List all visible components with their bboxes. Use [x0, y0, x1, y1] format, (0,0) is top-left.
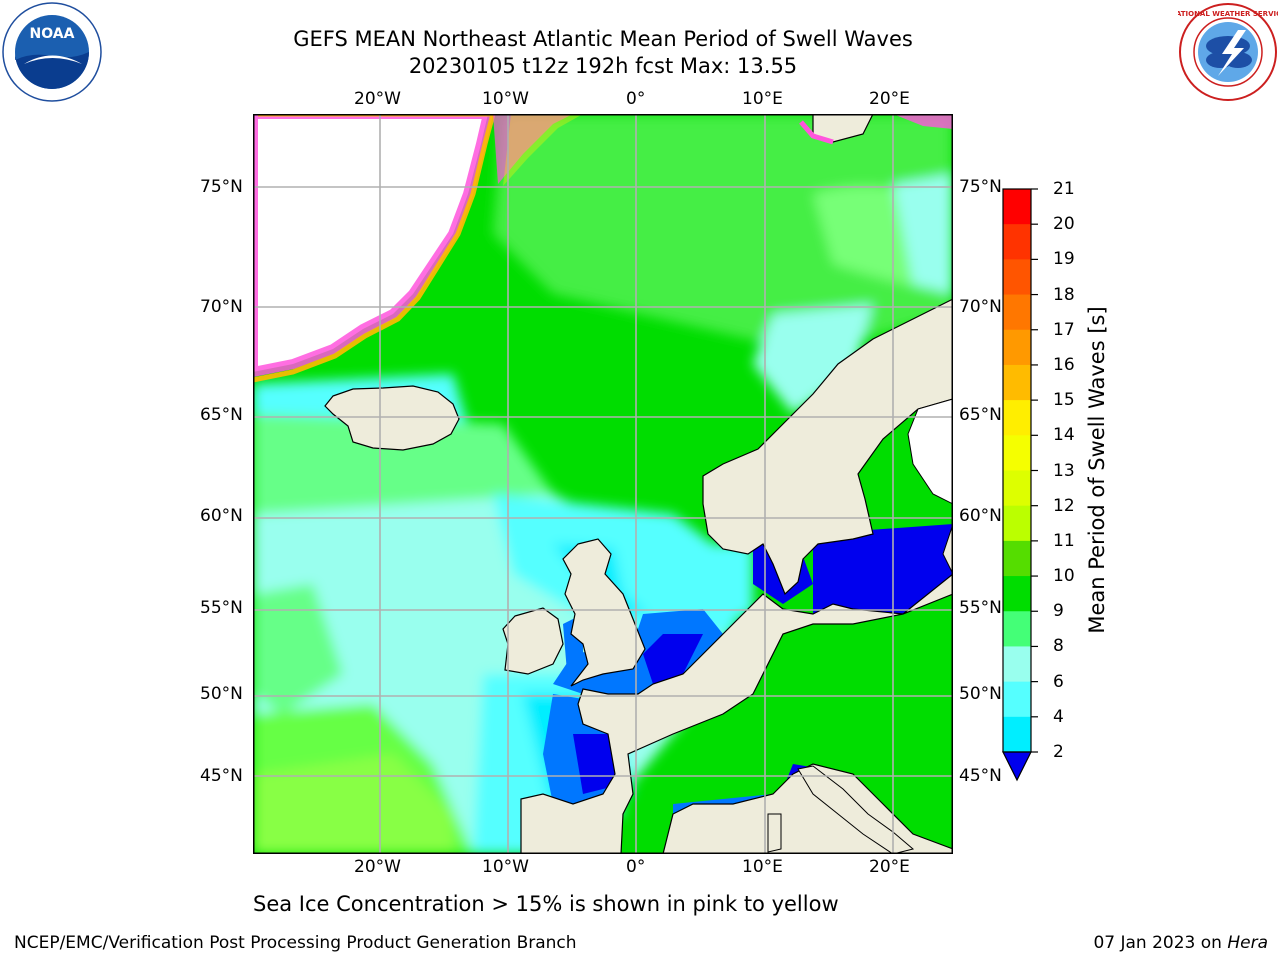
colorbar-tick-label: 9	[1053, 601, 1064, 622]
lat-label-right: 75°N	[959, 177, 1002, 197]
colorbar-tick-label: 4	[1053, 706, 1064, 727]
graticule	[253, 114, 953, 854]
lon-label-top: 10°W	[482, 89, 529, 109]
lat-label-right: 60°N	[959, 506, 1002, 526]
colorbar-tick-label: 6	[1053, 671, 1064, 692]
colorbar-box	[1003, 329, 1031, 366]
chart-subtitle: 20230105 t12z 192h fcst Max: 13.55	[408, 54, 798, 78]
lon-label-bottom: 10°W	[482, 857, 529, 877]
colorbar-box	[1003, 435, 1031, 471]
colorbar-box	[1003, 364, 1031, 401]
lat-label-left: 60°N	[200, 506, 243, 526]
lat-label-left: 50°N	[200, 684, 243, 704]
lon-label-bottom: 20°E	[869, 857, 910, 877]
colorbar	[1002, 188, 1038, 782]
sea-ice-note: Sea Ice Concentration > 15% is shown in …	[253, 892, 839, 916]
lat-label-right: 45°N	[959, 766, 1002, 786]
colorbar-box	[1003, 294, 1031, 331]
lat-label-right: 65°N	[959, 405, 1002, 425]
colorbar-tick-label: 18	[1053, 284, 1075, 305]
colorbar-box	[1003, 259, 1031, 296]
lat-label-right: 55°N	[959, 598, 1002, 618]
lon-label-top: 20°W	[354, 89, 401, 109]
colorbar-tick-label: 12	[1053, 495, 1075, 516]
iceland-land	[324, 385, 460, 451]
footer-host: Hera	[1227, 933, 1268, 953]
lat-label-left: 55°N	[200, 598, 243, 618]
sea-ice-edge	[253, 114, 494, 378]
lon-label-bottom: 20°W	[354, 857, 401, 877]
lon-label-top: 20°E	[869, 89, 910, 109]
colorbar-box	[1003, 505, 1031, 542]
map-frame	[253, 114, 953, 854]
colorbar-box	[1003, 400, 1031, 436]
colorbar-box	[1003, 470, 1031, 507]
colorbar-tick-label: 17	[1053, 319, 1075, 340]
colorbar-box	[1003, 224, 1031, 260]
lon-label-top: 10°E	[742, 89, 783, 109]
map-area	[253, 114, 953, 854]
colorbar-tick-label: 19	[1053, 249, 1075, 270]
colorbar-tick-label: 21	[1053, 179, 1075, 199]
ireland-land	[502, 607, 564, 675]
chart-title: GEFS MEAN Northeast Atlantic Mean Period…	[293, 27, 913, 51]
colorbar-tick-label: 11	[1053, 530, 1075, 551]
lat-label-left: 75°N	[200, 177, 243, 197]
colorbar-tick-label: 14	[1053, 425, 1075, 446]
nws-logo-text: NATIONAL WEATHER SERVICE	[1178, 10, 1278, 18]
lat-label-right: 50°N	[959, 684, 1002, 704]
footer-credit: NCEP/EMC/Verification Post Processing Pr…	[14, 933, 577, 953]
lon-label-bottom: 0°	[626, 857, 646, 877]
colorbar-tick-label: 2	[1053, 742, 1064, 762]
colorbar-box	[1003, 681, 1031, 718]
continental-europe-land	[520, 573, 953, 854]
colorbar-box	[1003, 716, 1031, 753]
svalbard-land	[812, 114, 874, 143]
noaa-logo-text: NOAA	[30, 26, 75, 42]
lon-label-bottom: 10°E	[742, 857, 783, 877]
lat-label-left: 65°N	[200, 405, 243, 425]
footer-date: 07 Jan 2023 on Hera	[1093, 933, 1268, 953]
lat-label-right: 70°N	[959, 297, 1002, 317]
colorbar-box	[1003, 189, 1031, 225]
colorbar-box	[1003, 540, 1031, 577]
lat-label-left: 70°N	[200, 297, 243, 317]
colorbar-box	[1003, 611, 1031, 647]
noaa-logo: NOAA	[2, 2, 102, 102]
colorbar-box	[1003, 646, 1031, 683]
colorbar-tick-label: 10	[1053, 566, 1075, 587]
colorbar-tick-label: 15	[1053, 390, 1075, 411]
great-britain-land	[562, 538, 646, 687]
lat-label-left: 45°N	[200, 766, 243, 786]
lon-label-top: 0°	[626, 89, 646, 109]
colorbar-tick-label: 16	[1053, 354, 1075, 375]
colorbar-tick-label: 20	[1053, 214, 1075, 235]
colorbar-box	[1003, 576, 1031, 612]
colorbar-tick-label: 8	[1053, 636, 1064, 657]
colorbar-tick-label: 13	[1053, 460, 1075, 481]
nws-logo: NATIONAL WEATHER SERVICE	[1178, 3, 1278, 101]
